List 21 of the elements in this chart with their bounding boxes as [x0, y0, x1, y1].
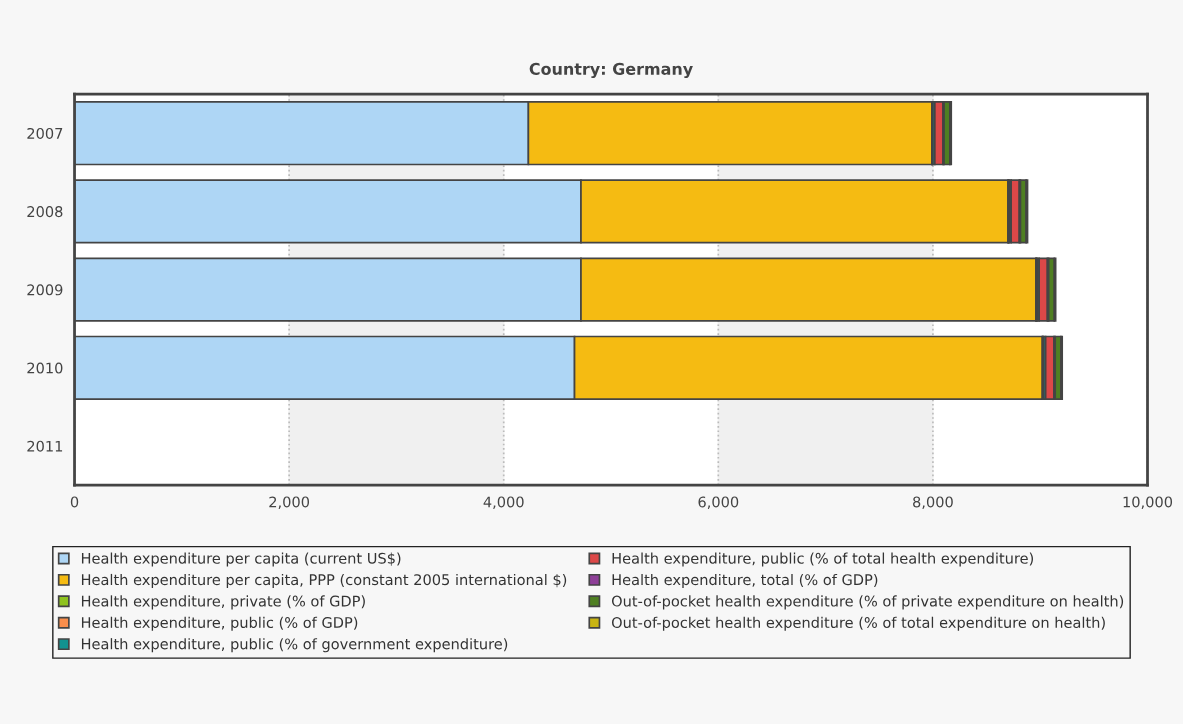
legend-label: Health expenditure per capita, PPP (constant 2005 international $) [81, 573, 567, 589]
legend-label: Health expenditure, public (% of government expenditure) [81, 638, 508, 653]
legend-label: Health expenditure, private (% of GDP) [81, 595, 365, 610]
x-tick-label: 6,000 [698, 496, 739, 509]
x-tick-label: 8,000 [913, 496, 953, 509]
legend-label: Health expenditure, total (% of GDP) [612, 573, 878, 589]
x-tick-label: 2,000 [269, 496, 310, 509]
y-tick-label: 2009 [27, 284, 63, 296]
y-tick-label: 2011 [27, 440, 63, 452]
x-tick-label: 4,000 [483, 496, 524, 509]
legend-label: Out-of-pocket health expenditure (% of private expenditure on health) [611, 595, 1124, 610]
legend-label: Out-of-pocket health expenditure (% of total expenditure on health) [611, 616, 1105, 631]
y-tick-label: 2010 [27, 362, 63, 374]
x-tick-label: 0 [70, 496, 79, 508]
legend-label: Health expenditure, public (% of total health expenditure) [612, 552, 1033, 567]
legend-label: Health expenditure, public (% of GDP) [81, 616, 358, 631]
y-tick-label: 2007 [27, 127, 63, 139]
y-tick-label: 2008 [27, 206, 63, 218]
x-tick-label: 10,000 [1123, 496, 1173, 509]
chart-title: Country: Germany [529, 62, 693, 79]
legend-label: Health expenditure per capita (current US$) [81, 552, 401, 567]
